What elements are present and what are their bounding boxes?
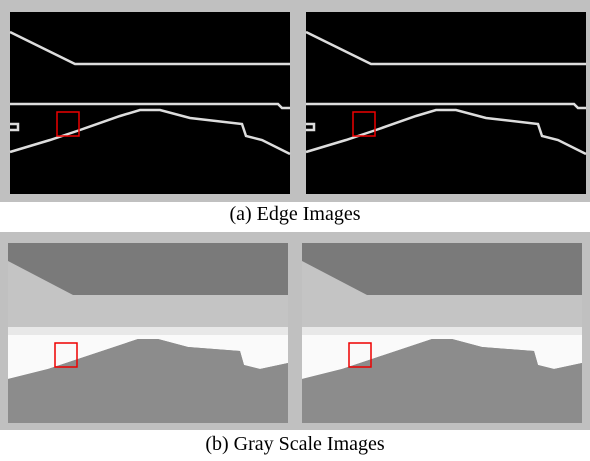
figure: (a) Edge Images (b) Gray Scale Images <box>0 0 590 461</box>
figure-graphics <box>0 0 590 461</box>
gray-image-right <box>302 243 582 423</box>
gray-image-left <box>8 243 288 423</box>
caption: (a) Edge Images <box>0 203 590 226</box>
edge-image-left <box>10 12 290 194</box>
edge-image-right <box>306 12 586 194</box>
caption: (b) Gray Scale Images <box>0 433 590 456</box>
